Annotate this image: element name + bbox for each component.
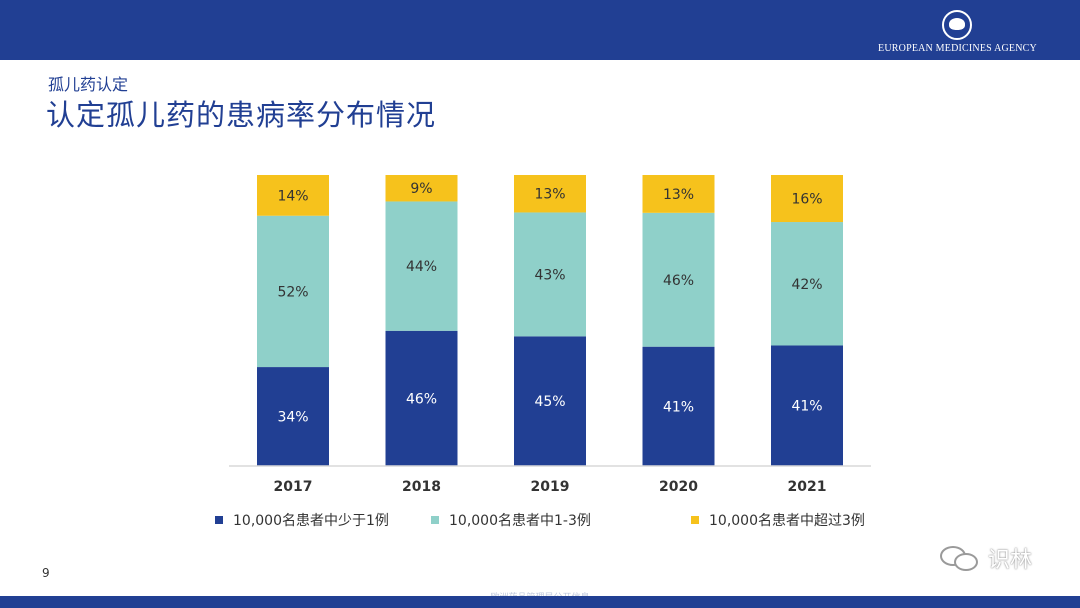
chart-x-axis-labels: 2017 2018 2019 2020 2021	[274, 479, 827, 495]
x-tick-label-2021: 2021	[788, 479, 827, 495]
data-label-2020-series-2: 13%	[663, 187, 694, 203]
data-label-2021-series-1: 42%	[791, 277, 822, 293]
x-tick-label-2018: 2018	[402, 479, 441, 495]
legend-label-low: 10,000名患者中少于1例	[233, 513, 389, 529]
x-tick-label-2017: 2017	[274, 479, 313, 495]
data-label-2017-series-1: 52%	[277, 284, 308, 300]
chart-bars: 34% 52% 14% 46% 44% 9% 45% 43% 13% 41% 46% 13% 41% 42…	[257, 175, 843, 466]
bar-segment-2021-series-1	[771, 222, 843, 346]
footer-band	[0, 596, 1080, 608]
agency-logo: EUROPEAN MEDICINES AGENCY	[870, 8, 1045, 58]
bar-segment-2020-series-1	[642, 212, 715, 347]
bar-segment-2019-series-2	[514, 175, 586, 213]
page-number: 9	[42, 566, 50, 580]
bar-segment-2017-series-0	[257, 367, 329, 466]
x-tick-label-2019: 2019	[531, 479, 570, 495]
legend-swatch-low	[215, 516, 223, 524]
header-band	[0, 0, 1080, 60]
slide-title: 认定孤儿药的患病率分布情况	[46, 98, 437, 132]
legend-item-mid: 10,000名患者中1-3例	[431, 510, 591, 530]
bar-segment-2019-series-0	[514, 336, 586, 466]
bar-segment-2018-series-0	[385, 330, 458, 466]
legend-swatch-high	[691, 516, 699, 524]
bar-segment-2018-series-2	[385, 175, 458, 202]
data-label-2020-series-1: 46%	[663, 273, 694, 289]
bar-segment-2020-series-0	[642, 346, 715, 466]
legend-item-low: 10,000名患者中少于1例	[215, 510, 389, 530]
data-label-2018-series-0: 46%	[406, 391, 437, 407]
agency-emblem-icon	[942, 10, 972, 40]
bar-segment-2021-series-0	[771, 345, 843, 466]
wechat-icon	[938, 543, 982, 573]
data-label-2020-series-0: 41%	[663, 399, 694, 415]
legend-label-mid: 10,000名患者中1-3例	[449, 513, 591, 529]
bar-segment-2019-series-1	[514, 212, 586, 337]
watermark-text: 识林	[988, 548, 1033, 573]
watermark: 识林	[938, 542, 1032, 574]
data-label-2017-series-2: 14%	[277, 188, 308, 204]
data-label-2019-series-2: 13%	[534, 187, 565, 203]
data-label-2019-series-1: 43%	[534, 267, 565, 283]
data-label-2017-series-0: 34%	[277, 410, 308, 426]
bar-segment-2017-series-2	[257, 175, 329, 216]
bar-segment-2020-series-2	[642, 175, 715, 213]
data-label-2021-series-2: 16%	[791, 192, 822, 208]
legend-swatch-mid	[431, 516, 439, 524]
data-label-2019-series-0: 45%	[534, 394, 565, 410]
data-label-2018-series-1: 44%	[406, 259, 437, 275]
bar-segment-2021-series-2	[771, 175, 843, 223]
data-label-2018-series-2: 9%	[410, 181, 432, 197]
legend-label-high: 10,000名患者中超过3例	[709, 513, 865, 529]
legend-item-high: 10,000名患者中超过3例	[691, 510, 865, 530]
slide-subtitle: 孤儿药认定	[48, 75, 129, 94]
bar-segment-2017-series-1	[257, 215, 329, 368]
chart-legend: 10,000名患者中少于1例 10,000名患者中1-3例 10,000名患者中…	[215, 510, 935, 530]
agency-name: EUROPEAN MEDICINES AGENCY	[878, 43, 1037, 54]
data-label-2021-series-0: 41%	[791, 399, 822, 415]
bar-segment-2018-series-1	[385, 201, 458, 331]
x-tick-label-2020: 2020	[659, 479, 698, 495]
